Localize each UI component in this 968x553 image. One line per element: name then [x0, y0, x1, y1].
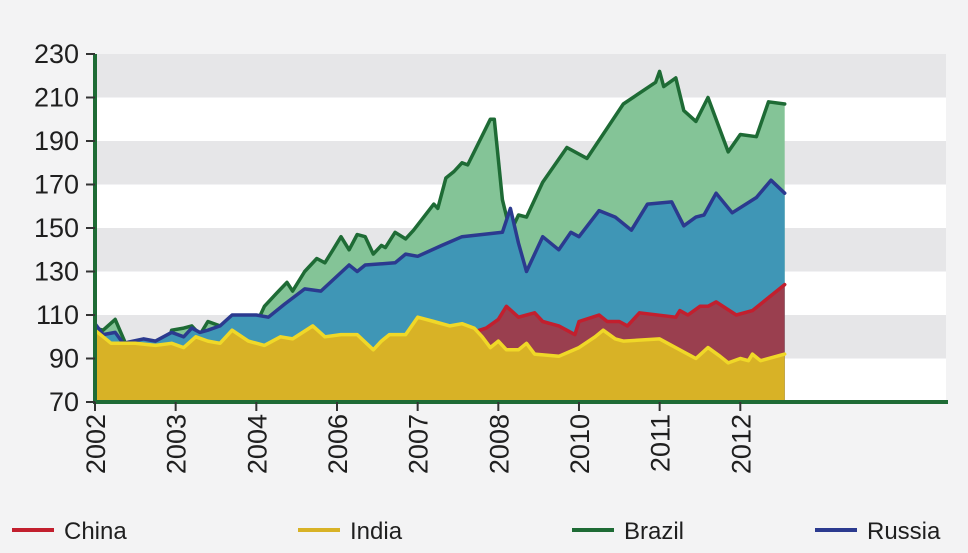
legend-label-brazil: Brazil [624, 518, 684, 545]
grid-band [95, 141, 946, 185]
x-tick-label: 2012 [726, 414, 756, 474]
x-tick-label: 2006 [323, 414, 353, 474]
legend-label-russia: Russia [867, 518, 941, 545]
line-india [93, 315, 787, 365]
x-tick-label: 2004 [242, 414, 272, 474]
y-tick-label: 150 [34, 213, 79, 243]
y-tick-label: 130 [34, 257, 79, 287]
y-tick-label: 170 [34, 170, 79, 200]
y-tick-label: 230 [34, 39, 79, 69]
y-tick-label: 110 [36, 300, 79, 330]
legend: China India Brazil Russia [12, 518, 941, 545]
x-tick-label: 2007 [404, 414, 434, 474]
x-tick-label: 2010 [565, 414, 595, 474]
axes: 70 90 110 130 150 170 190 210 230 2002 2003 2004 200… [34, 39, 948, 474]
legend-label-india: India [350, 518, 403, 545]
x-tick-label: 2002 [81, 414, 111, 474]
legend-label-china: China [64, 518, 127, 545]
x-tick-label: 2008 [484, 414, 514, 474]
grid-band [95, 97, 946, 141]
grid-band [95, 54, 946, 98]
x-tick-label: 2011 [646, 414, 676, 472]
y-tick-label: 210 [34, 83, 79, 113]
y-tick-label: 70 [49, 387, 79, 417]
series-areas [93, 69, 787, 403]
y-tick-label: 90 [49, 344, 79, 374]
line-russia [93, 178, 787, 346]
y-tick-label: 190 [34, 126, 79, 156]
x-tick-label: 2003 [162, 414, 192, 474]
line-brazil [93, 69, 787, 391]
